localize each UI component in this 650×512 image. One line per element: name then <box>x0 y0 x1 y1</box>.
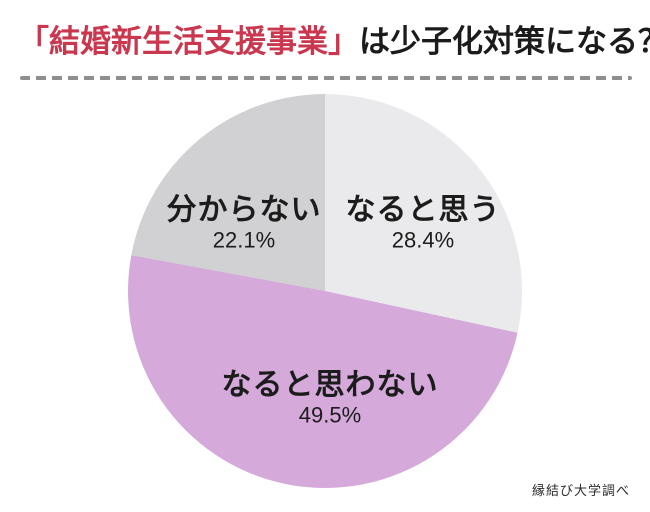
source-note: 縁結び大学調べ <box>531 483 630 498</box>
title-rest: は少子化対策になる？ <box>359 24 650 59</box>
title-highlight: 「結婚新生活支援事業」 <box>18 24 359 59</box>
pie-graphic <box>128 94 522 488</box>
dashed-divider <box>20 76 632 80</box>
page-title: 「結婚新生活支援事業」は少子化対策になる？ <box>18 22 650 62</box>
